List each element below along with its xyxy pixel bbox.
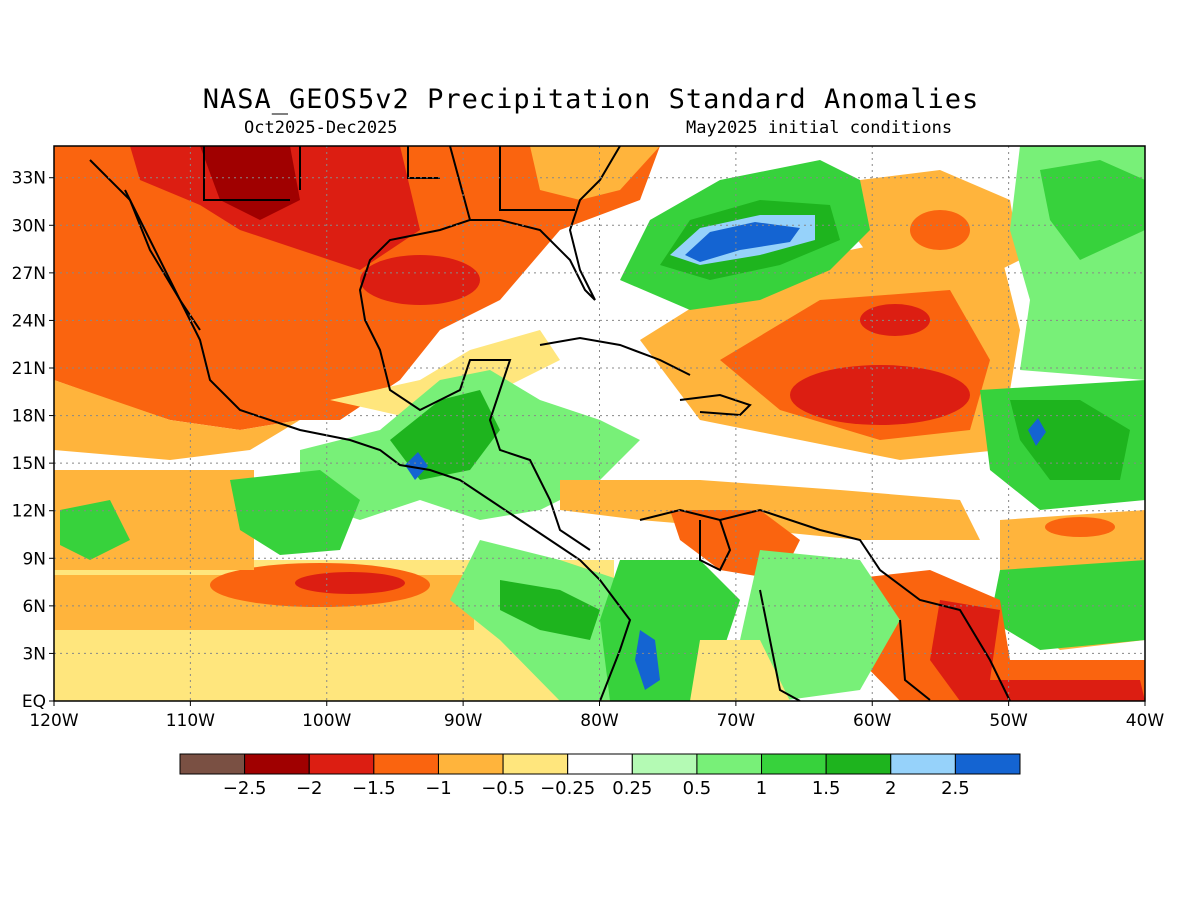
colorbar-swatch (437, 753, 504, 775)
lat-label: 24N (12, 311, 46, 331)
lon-label: 110W (166, 711, 215, 731)
lon-label: 50W (989, 711, 1028, 731)
colorbar-label: −2.5 (223, 778, 267, 799)
lat-label: 30N (12, 216, 46, 236)
lat-label: 21N (12, 359, 46, 379)
colorbar-label: 2.5 (941, 778, 970, 799)
colorbar-swatch (954, 753, 1021, 775)
colorbar-swatch (244, 753, 310, 775)
coastlines (89, 146, 1011, 701)
colorbar-swatch (890, 753, 956, 775)
colorbar-label: 1 (756, 778, 767, 799)
lat-label: 27N (12, 264, 46, 284)
lon-label: 60W (853, 711, 892, 731)
colorbar-label: 1.5 (812, 778, 841, 799)
latitude-labels: 33N 30N 27N 24N 21N 18N 15N 12N 9N 6N 3N EQ (12, 169, 54, 712)
map-title: NASA_GEOS5v2 Precipitation Standard Anom… (202, 84, 980, 115)
lon-label: 80W (580, 711, 619, 731)
colorbar-label: −0.5 (481, 778, 525, 799)
lat-label: 6N (22, 597, 46, 617)
lat-label: 18N (12, 407, 46, 427)
colorbar-label: −1.5 (352, 778, 396, 799)
lon-label: 90W (444, 711, 483, 731)
colorbar-label: −0.25 (540, 778, 595, 799)
colorbar-swatch (761, 753, 827, 775)
colorbar-swatch (308, 753, 375, 775)
colorbar-label: −2 (296, 778, 323, 799)
colorbar-label: 0.5 (683, 778, 712, 799)
lon-label: 70W (717, 711, 756, 731)
colorbar-swatch (373, 753, 439, 775)
colorbar-label: 0.25 (612, 778, 652, 799)
colorbar-swatch (631, 753, 698, 775)
colorbar-swatch (179, 753, 246, 775)
lat-label: 15N (12, 454, 46, 474)
colorbar-label: 2 (885, 778, 896, 799)
lon-label: 100W (302, 711, 351, 731)
colorbar-swatch (825, 753, 892, 775)
colorbar-label: −1 (425, 778, 452, 799)
lat-label: EQ (22, 692, 46, 712)
initial-conditions: May2025 initial conditions (686, 118, 953, 138)
lat-label: 33N (12, 169, 46, 189)
colorbar-swatch (696, 753, 763, 775)
lon-label: 40W (1126, 711, 1165, 731)
longitude-labels: 120W 110W 100W 90W 80W 70W 60W 50W 40W (29, 701, 1164, 731)
forecast-period: Oct2025-Dec2025 (244, 118, 398, 138)
colorbar-swatch (502, 753, 569, 775)
lat-label: 9N (22, 549, 46, 569)
colorbar-swatch (567, 753, 633, 775)
lon-label: 120W (29, 711, 78, 731)
colorbar: −2.5 −2 −1.5 −1 −0.5 −0.25 0.25 0.5 1 1.5 2 2.5 (179, 753, 1021, 799)
graticule (54, 146, 1145, 701)
lat-label: 12N (12, 502, 46, 522)
lat-label: 3N (22, 644, 46, 664)
